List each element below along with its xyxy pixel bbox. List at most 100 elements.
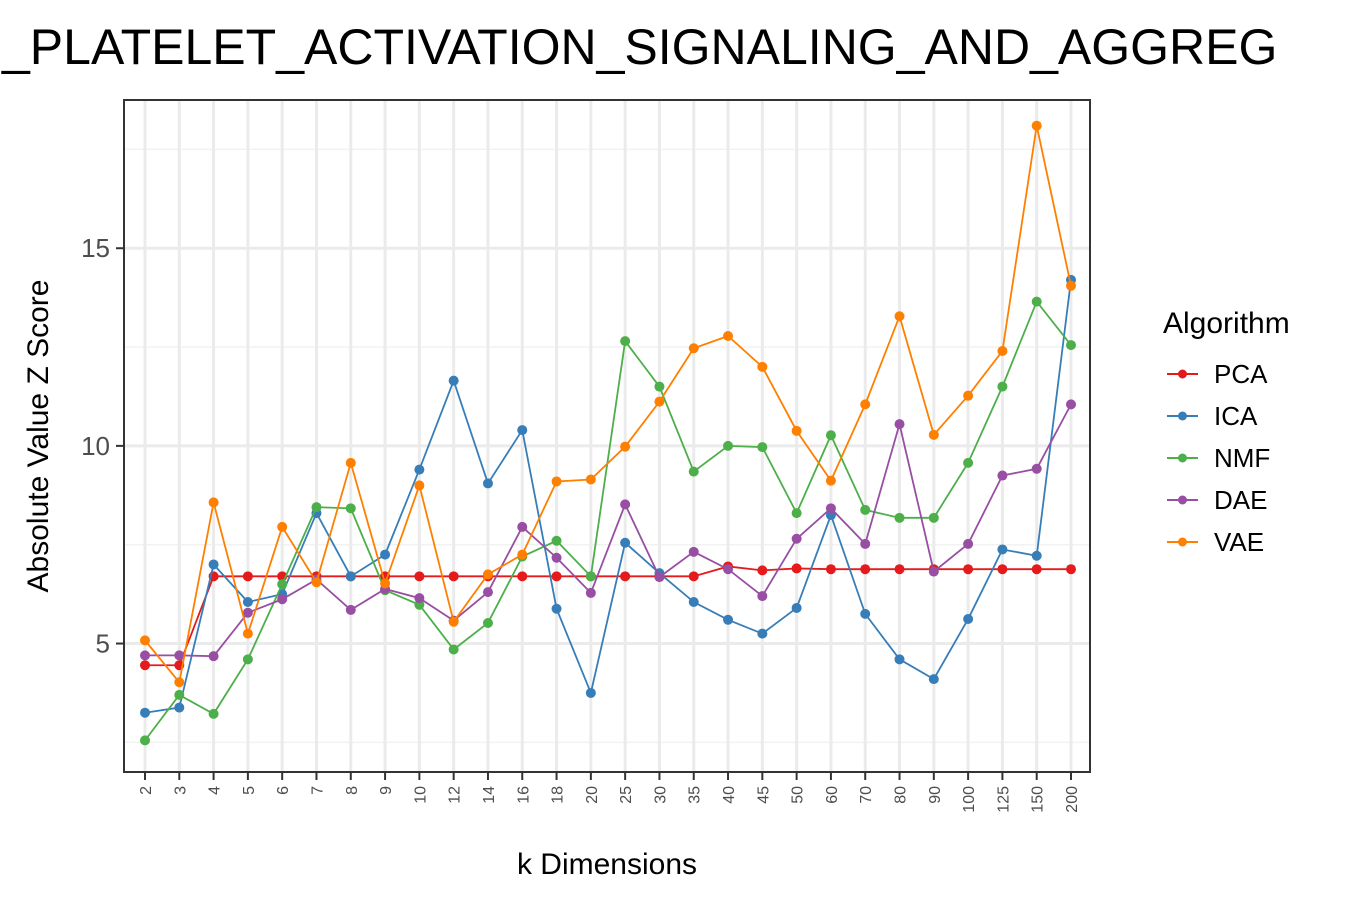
data-point-pca (825, 564, 836, 575)
data-point-pca (517, 571, 528, 582)
x-tick-label: 90 (927, 786, 944, 804)
data-point-ica (791, 602, 802, 613)
data-point-vae (380, 578, 391, 589)
data-point-pca (1031, 564, 1042, 575)
data-point-dae (208, 651, 219, 662)
x-tick-label: 5 (241, 786, 258, 795)
legend-label: NMF (1214, 443, 1270, 473)
data-point-vae (860, 399, 871, 410)
data-point-nmf (208, 708, 219, 719)
data-point-ica (174, 702, 185, 713)
data-point-dae (894, 419, 905, 430)
data-point-nmf (311, 502, 322, 513)
x-tick-label: 6 (275, 786, 292, 795)
data-point-vae (551, 476, 562, 487)
data-point-ica (688, 597, 699, 608)
data-point-vae (620, 441, 631, 452)
data-point-dae (345, 604, 356, 615)
x-tick-label: 70 (858, 786, 875, 804)
x-tick-label: 60 (824, 786, 841, 804)
data-point-pca (551, 571, 562, 582)
data-point-ica (757, 628, 768, 639)
data-point-ica (517, 425, 528, 436)
data-point-pca (140, 660, 150, 671)
data-point-pca (894, 564, 905, 575)
data-point-vae (482, 569, 493, 580)
data-point-pca (757, 565, 768, 576)
legend-key-point (1178, 453, 1187, 463)
x-tick-label: 12 (447, 786, 464, 804)
x-tick-label: 150 (1030, 786, 1047, 813)
data-point-vae (1066, 280, 1076, 291)
x-tick-label: 9 (378, 786, 395, 795)
x-tick-label: 18 (550, 786, 567, 804)
data-point-vae (654, 396, 665, 407)
data-point-vae (517, 549, 528, 560)
legend: Algorithm PCA ICA NMF DAE VAE (1163, 307, 1290, 557)
data-point-dae (1031, 463, 1042, 474)
data-point-ica (963, 614, 974, 625)
data-point-vae (448, 616, 459, 627)
series-line-ica (144, 279, 1072, 714)
data-point-pca (1066, 564, 1076, 575)
data-point-nmf (585, 571, 596, 582)
data-point-nmf (1031, 296, 1042, 307)
legend-label: VAE (1214, 527, 1264, 557)
data-point-dae (757, 591, 768, 602)
legend-label: PCA (1214, 359, 1268, 389)
data-point-dae (1066, 399, 1076, 410)
panel-border (123, 99, 1091, 773)
data-point-vae (585, 474, 596, 485)
data-point-dae (620, 499, 631, 510)
data-point-ica (345, 571, 356, 582)
data-point-nmf (894, 512, 905, 523)
legend-title: Algorithm (1163, 307, 1290, 340)
data-point-vae (414, 480, 425, 491)
data-point-dae (963, 538, 974, 549)
data-point-ica (551, 603, 562, 614)
x-tick-label: 10 (412, 786, 429, 804)
data-point-nmf (1066, 340, 1076, 351)
data-point-vae (208, 497, 219, 508)
data-point-ica (585, 687, 596, 698)
data-point-vae (997, 346, 1008, 357)
data-point-dae (860, 538, 871, 549)
y-tick-label: 5 (96, 629, 110, 659)
x-tick-label: 25 (618, 786, 635, 804)
data-point-vae (894, 311, 905, 322)
series-vae (140, 120, 1076, 688)
data-point-pca (414, 571, 425, 582)
x-tick-label: 40 (721, 786, 738, 804)
series-line-nmf (144, 299, 1072, 741)
data-point-pca (688, 571, 699, 582)
data-point-dae (414, 593, 425, 604)
x-tick-label: 50 (790, 786, 807, 804)
x-tick-label: 2 (138, 786, 155, 795)
x-tick-label: 35 (687, 786, 704, 804)
legend-item-ica: ICA (1167, 401, 1258, 431)
x-tick-label: 125 (995, 786, 1012, 813)
data-point-nmf (277, 579, 288, 590)
x-tick-label: 16 (515, 786, 532, 804)
x-tick-label: 200 (1064, 786, 1081, 813)
data-point-nmf (448, 644, 459, 655)
data-point-nmf (825, 430, 836, 441)
series-line-vae (144, 125, 1072, 685)
series-layer (140, 120, 1076, 746)
data-point-vae (174, 677, 185, 688)
data-point-vae (928, 429, 939, 440)
x-tick-label: 20 (584, 786, 601, 804)
x-tick-label: 8 (344, 786, 361, 795)
grid-layer (124, 100, 1090, 772)
data-point-vae (723, 330, 734, 341)
data-point-nmf (140, 735, 150, 746)
data-point-vae (140, 635, 150, 646)
data-point-nmf (654, 381, 665, 392)
data-point-dae (997, 470, 1008, 481)
data-point-dae (277, 594, 288, 605)
data-point-dae (928, 566, 939, 577)
x-tick-label: 45 (755, 786, 772, 804)
data-point-nmf (963, 457, 974, 468)
data-point-dae (551, 552, 562, 563)
